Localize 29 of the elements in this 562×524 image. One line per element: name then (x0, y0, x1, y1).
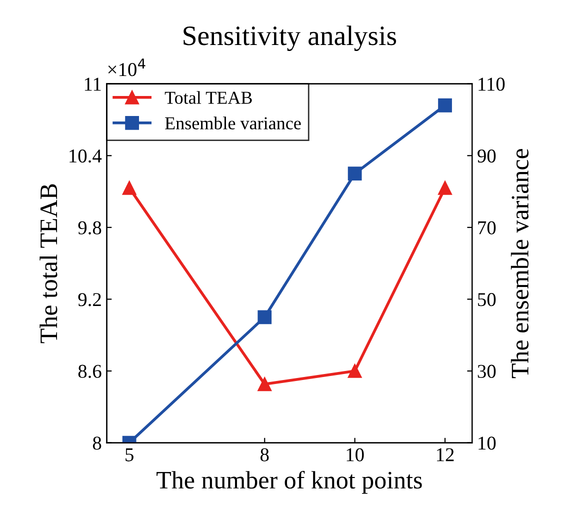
y-tick-label: 8.6 (78, 364, 102, 378)
point (258, 377, 272, 392)
x-tick-label: 8 (260, 448, 269, 462)
legend-label: Ensemble variance (165, 116, 301, 130)
legend-label: Total TEAB (164, 91, 252, 104)
y2-axis-title: The ensemble variance (510, 148, 529, 378)
x-axis-title: The number of knot points (156, 470, 422, 494)
y-tick-label: 8 (92, 436, 102, 450)
point (438, 180, 452, 195)
chart-title: Sensitivity analysis (184, 26, 396, 51)
point (348, 364, 362, 378)
point (122, 180, 136, 195)
y-axis-title: The total TEAB (40, 184, 58, 344)
y2-tick-label: 10 (478, 436, 496, 450)
x-tick-label: 10 (346, 448, 364, 462)
y-tick-label: 11 (84, 78, 101, 91)
y2-tick-label: 50 (478, 293, 496, 306)
y2-tick-label: 90 (478, 149, 496, 163)
point (438, 98, 452, 112)
point (348, 166, 362, 181)
y2-tick-label: 70 (478, 221, 496, 234)
x-tick-label: 5 (126, 448, 134, 462)
y2-tick-label: 30 (478, 364, 496, 378)
x-tick-label: 12 (437, 448, 454, 462)
y-tick-label: 9.8 (78, 221, 102, 234)
y-tick-label: 10.4 (70, 149, 102, 163)
y2-tick-label: 110 (478, 78, 505, 91)
text: ×10$^{4}$ (108, 58, 146, 76)
y-tick-label: 9.2 (78, 293, 101, 306)
